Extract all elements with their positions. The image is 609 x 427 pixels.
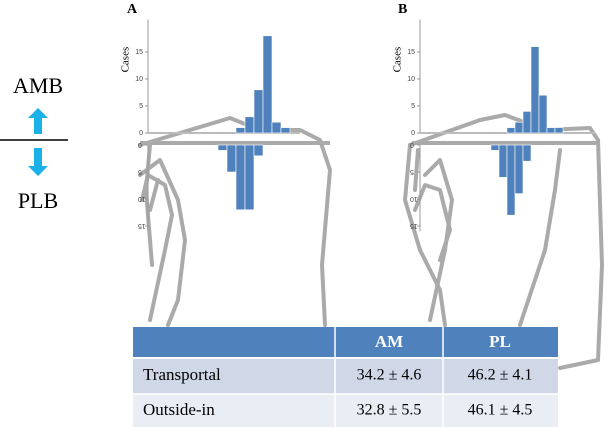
y2-tick-label: 5 — [138, 168, 142, 175]
bar — [554, 127, 564, 134]
cell: 46.2 ± 4.1 — [468, 367, 533, 384]
down-arrow — [28, 148, 48, 176]
y2-tick-label: 15 — [138, 222, 146, 229]
table-row — [133, 394, 558, 427]
bar — [253, 144, 264, 157]
y-tick-label: 5 — [139, 103, 143, 110]
y-tick-label: 15 — [407, 49, 415, 56]
row-label: Outside-in — [143, 400, 215, 419]
table: AM PL Transportal 34.2 ± 4.6 46.2 ± 4.1 … — [133, 327, 558, 427]
bar — [514, 144, 524, 194]
bar — [546, 127, 556, 134]
y2-tick-label: 0 — [410, 141, 414, 148]
table-row — [133, 358, 558, 394]
bar — [253, 89, 264, 134]
table-header — [133, 327, 558, 358]
y-axis-label: Cases — [392, 47, 404, 73]
y2-tick-label: 15 — [410, 222, 418, 229]
y-tick-label: 10 — [135, 76, 143, 83]
y2-tick-label: 10 — [138, 195, 146, 202]
y-axis-label: Cases — [120, 47, 132, 73]
bar — [506, 144, 516, 216]
bar — [522, 144, 532, 162]
y-tick-label: 5 — [411, 103, 415, 110]
y-tick-label: 0 — [139, 130, 143, 137]
panel-title: A — [127, 2, 138, 17]
up-arrow — [28, 108, 48, 134]
bar — [244, 116, 255, 134]
y-tick-label: 15 — [135, 49, 143, 56]
amb-label: AMB — [13, 73, 63, 98]
y2-tick-label: 0 — [138, 141, 142, 148]
column-header: PL — [489, 332, 511, 351]
y-tick-label: 10 — [407, 76, 415, 83]
bar — [226, 144, 237, 173]
bar — [530, 46, 540, 134]
bar — [244, 144, 255, 211]
plb-label: PLB — [18, 188, 58, 213]
bar — [271, 121, 282, 134]
y2-tick-label: 10 — [410, 195, 418, 202]
row-label: Transportal — [143, 365, 221, 384]
bar — [522, 111, 532, 134]
bar — [217, 144, 228, 151]
cell: 32.8 ± 5.5 — [357, 402, 422, 419]
bar — [235, 144, 246, 211]
bar — [280, 127, 291, 134]
panel-title: B — [398, 2, 407, 17]
knee-outline — [138, 113, 604, 370]
y-tick-label: 0 — [411, 130, 415, 137]
y2-tick-label: 5 — [410, 168, 414, 175]
bar — [262, 35, 273, 134]
bar — [506, 127, 516, 134]
bar — [514, 121, 524, 134]
column-header: AM — [375, 332, 403, 351]
cell: 46.1 ± 4.5 — [468, 402, 533, 419]
bar — [498, 144, 508, 178]
bar — [490, 144, 500, 151]
bar — [538, 94, 548, 134]
bar — [235, 127, 246, 134]
cell: 34.2 ± 4.6 — [357, 367, 422, 384]
